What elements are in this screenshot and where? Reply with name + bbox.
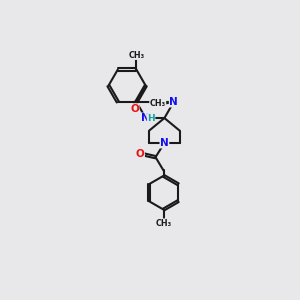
Text: H: H: [147, 114, 155, 123]
Text: CH₃: CH₃: [128, 50, 145, 59]
Text: CH₃: CH₃: [150, 99, 166, 108]
Text: N: N: [169, 97, 178, 107]
Text: O: O: [130, 104, 139, 114]
Text: N: N: [141, 113, 150, 123]
Text: N: N: [160, 138, 169, 148]
Text: O: O: [136, 148, 144, 159]
Text: CH₃: CH₃: [155, 219, 172, 228]
